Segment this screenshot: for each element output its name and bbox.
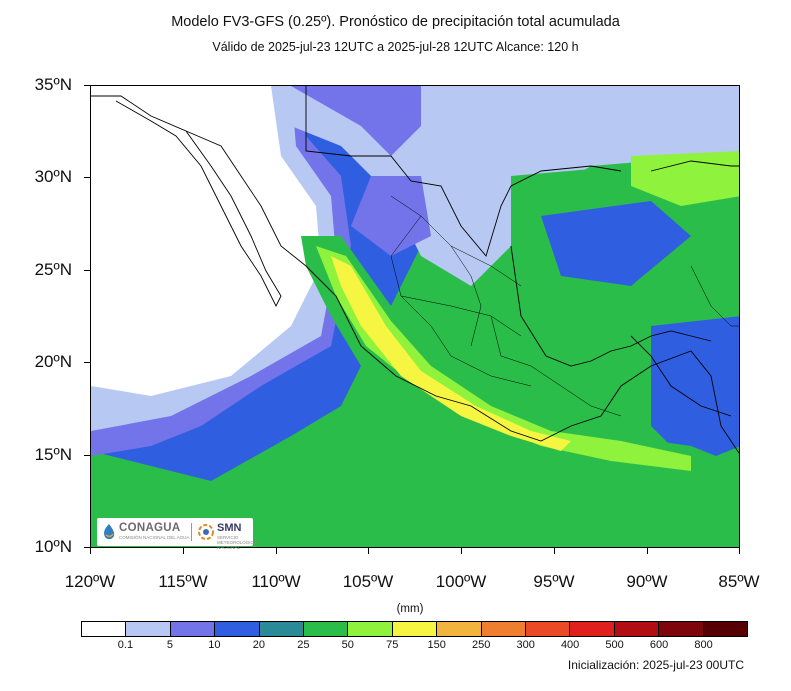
tick-lat-15 xyxy=(84,455,90,456)
gulf-blue-patch xyxy=(541,201,691,286)
colorbar-swatch xyxy=(126,622,171,636)
colorbar-swatch xyxy=(570,622,615,636)
colorbar-swatch xyxy=(659,622,704,636)
tick-lon-110 xyxy=(276,548,277,554)
colorbar-swatch xyxy=(703,622,748,636)
lat-label-20: 20ºN xyxy=(34,352,72,371)
colorbar-swatch xyxy=(259,622,305,636)
colorbar-threshold-label: 400 xyxy=(560,639,580,651)
colorbar-swatch xyxy=(170,622,216,636)
caribbean-blue xyxy=(651,316,739,466)
tick-lat-25 xyxy=(84,270,90,271)
pacific-south-green xyxy=(91,426,511,547)
state-borders xyxy=(390,195,739,417)
colorbar-swatch xyxy=(304,622,349,636)
tick-lon-100 xyxy=(461,548,462,554)
colorbar-threshold-label: 500 xyxy=(605,639,624,651)
chart-title: Modelo FV3-GFS (0.25º). Pronóstico de pr… xyxy=(171,14,620,30)
colorbar-threshold-label: 250 xyxy=(472,639,491,651)
lat-label-15: 15ºN xyxy=(34,445,72,464)
conagua-logo-text: CONAGUA xyxy=(119,522,181,534)
north-purple xyxy=(291,86,421,156)
lon-label-100: 100ºW xyxy=(435,572,487,591)
gulf-coast-lightgreen xyxy=(631,151,739,206)
colorbar-swatch xyxy=(215,622,260,636)
chart-subtitle: Válido de 2025-jul-23 12UTC a 2025-jul-2… xyxy=(212,40,579,54)
lat-label-25: 25ºN xyxy=(34,260,72,279)
colorbar-swatch xyxy=(481,622,527,636)
colorbar-swatch xyxy=(614,622,660,636)
colorbar-swatch xyxy=(82,622,127,636)
lat-label-30: 30ºN xyxy=(34,167,72,186)
smn-logo-icon xyxy=(198,524,214,540)
colorbar-swatch xyxy=(392,622,438,636)
colorbar-threshold-label: 75 xyxy=(386,639,399,651)
tick-lat-10 xyxy=(84,547,90,548)
sierra-purple xyxy=(351,176,431,256)
coastlines xyxy=(91,86,739,454)
colorbar-threshold-label: 150 xyxy=(427,639,446,651)
logo-separator xyxy=(191,523,192,541)
tick-lat-35 xyxy=(84,85,90,86)
colorbar-threshold-label: 600 xyxy=(649,639,669,651)
initialization-label: Inicialización: 2025-jul-23 00UTC xyxy=(567,658,744,672)
tick-lon-85 xyxy=(739,548,740,554)
colorbar-threshold-label: 20 xyxy=(252,639,265,651)
tick-lon-90 xyxy=(647,548,648,554)
colorbar xyxy=(81,621,748,637)
lon-label-110: 110ºW xyxy=(251,572,301,591)
colorbar-threshold-label: 5 xyxy=(166,639,173,651)
lon-label-105: 105ºW xyxy=(342,572,394,591)
lon-label-120: 120ºW xyxy=(64,572,116,591)
lon-label-115: 115ºW xyxy=(158,572,208,591)
tick-lon-95 xyxy=(554,548,555,554)
conagua-tagline: COMISIÓN NACIONAL DEL AGUA xyxy=(119,535,190,540)
colorbar-threshold-label: 50 xyxy=(341,639,354,651)
sierra-green-band xyxy=(301,236,739,506)
sierra-yellow-band xyxy=(331,256,571,451)
colorbar-swatch xyxy=(348,622,393,636)
precipitation-map xyxy=(90,85,740,548)
tick-lon-105 xyxy=(368,548,369,554)
colorbar-swatch xyxy=(437,622,482,636)
smn-tagline: SERVICIO METEOROLÓGICO NACIONAL xyxy=(217,535,258,550)
lon-label-85: 85ºW xyxy=(718,572,760,591)
lat-label-10: 10ºN xyxy=(34,537,72,556)
colorbar-threshold-label: 300 xyxy=(516,639,535,651)
tick-lat-30 xyxy=(84,177,90,178)
tick-lon-115 xyxy=(183,548,184,554)
colorbar-swatch xyxy=(526,622,571,636)
lat-label-35: 35ºN xyxy=(34,75,72,94)
conagua-logo-icon xyxy=(104,524,115,540)
smn-logo-text: SMN xyxy=(217,522,242,534)
colorbar-units: (mm) xyxy=(396,603,424,615)
lon-label-95: 95ºW xyxy=(533,572,575,591)
lon-label-90: 90ºW xyxy=(626,572,668,591)
colorbar-threshold-label: 800 xyxy=(694,639,713,651)
tick-lat-20 xyxy=(84,362,90,363)
pacific-dry-white xyxy=(91,86,321,396)
colorbar-threshold-label: 10 xyxy=(208,639,221,651)
colorbar-threshold-label: 25 xyxy=(297,639,310,651)
agency-logos: CONAGUA COMISIÓN NACIONAL DEL AGUA SMN S… xyxy=(97,518,257,550)
colorbar-threshold-label: 0.1 xyxy=(117,639,134,651)
tick-lon-120 xyxy=(90,548,91,554)
map-svg xyxy=(91,86,739,547)
